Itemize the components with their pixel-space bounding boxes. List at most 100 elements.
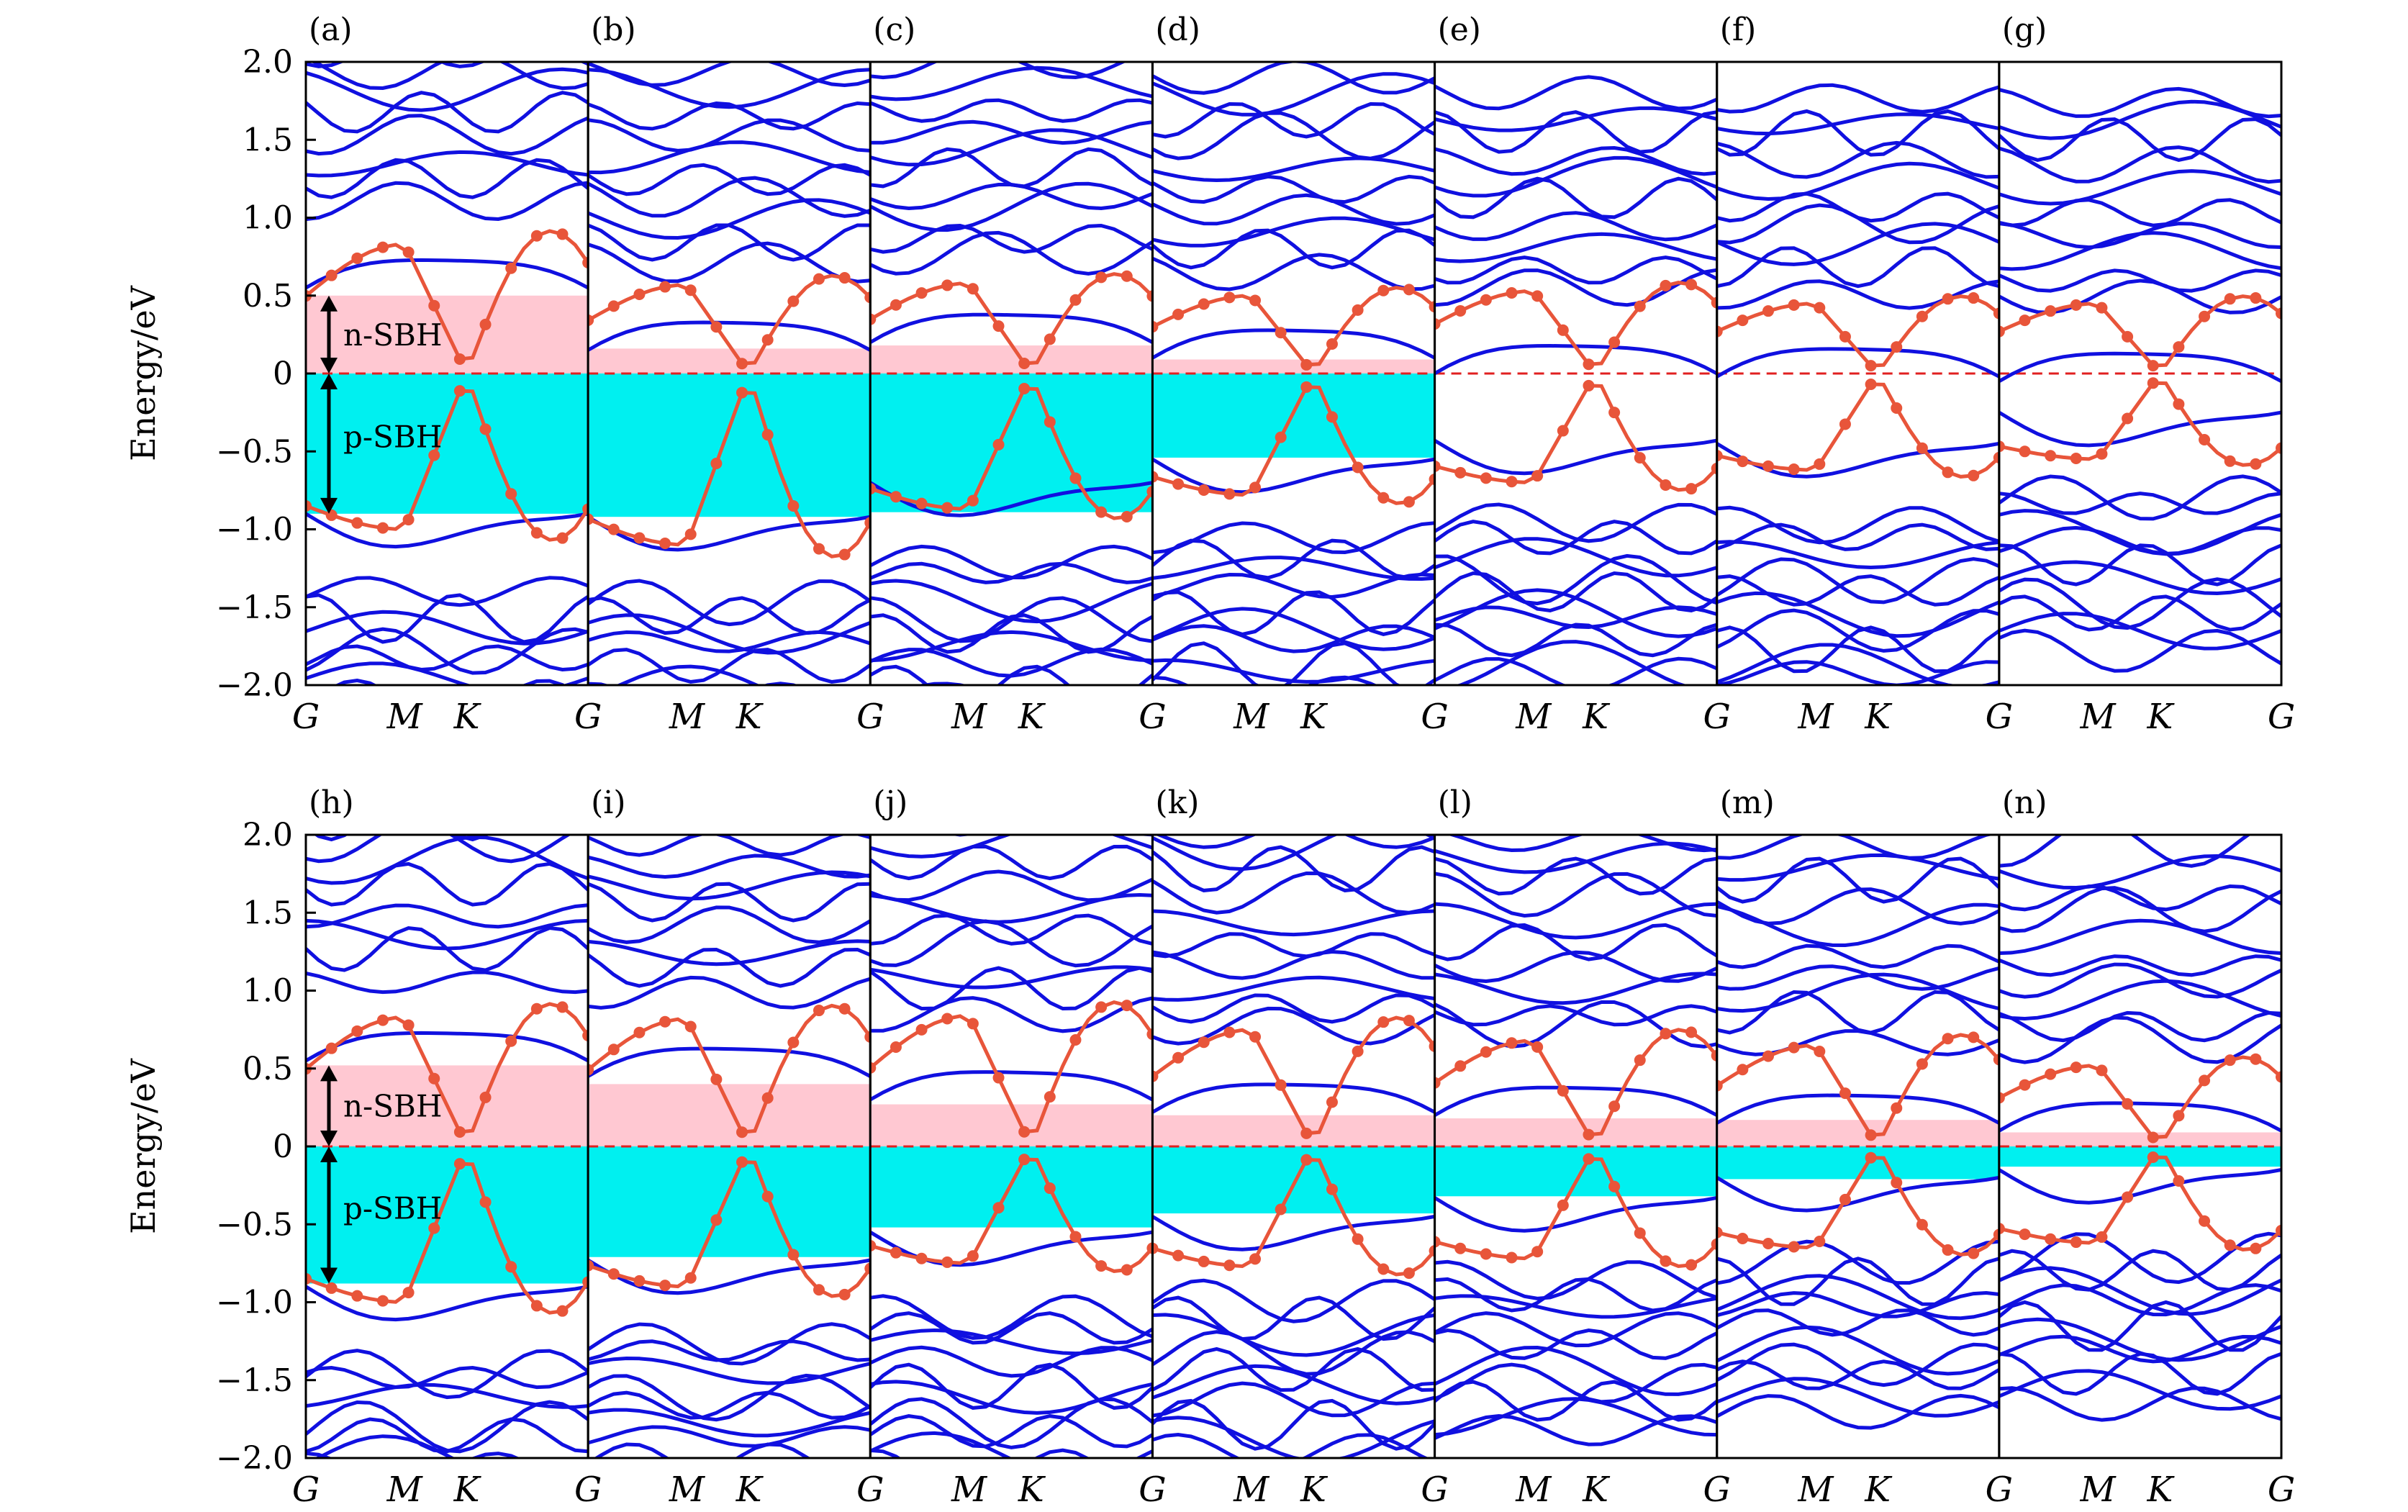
- dirac-band-marker: [1531, 470, 1544, 482]
- dirac-band-marker: [306, 1273, 312, 1285]
- dirac-band-marker: [1788, 1241, 1800, 1253]
- conduction-band: [1434, 872, 1717, 918]
- dirac-band-marker: [2276, 307, 2282, 320]
- dirac-lower-band: [1999, 1155, 2282, 1251]
- dirac-band-marker: [479, 1196, 492, 1208]
- dirac-upper-band: [1716, 294, 1999, 368]
- conduction-band: [1154, 835, 1435, 849]
- dirac-band-marker: [1814, 458, 1826, 470]
- dirac-band-marker: [1916, 1218, 1928, 1231]
- dirac-band-marker: [1198, 298, 1210, 310]
- dirac-band-marker: [1583, 379, 1595, 391]
- dirac-band-marker: [1172, 1051, 1185, 1064]
- kpath-label: M: [2080, 1470, 2117, 1508]
- dirac-band-marker: [1044, 416, 1056, 428]
- conduction-band: [1999, 222, 2282, 250]
- dirac-band-marker: [2147, 1131, 2159, 1144]
- dirac-band-marker: [1716, 325, 1723, 338]
- dirac-band-marker: [1999, 1223, 2005, 1235]
- kpath-label: G: [2268, 1470, 2295, 1508]
- panel-d: (d) M K G: [1151, 12, 1449, 737]
- conduction-band: [1716, 902, 1999, 948]
- valence-band: [1716, 608, 1999, 653]
- conduction-band: [1434, 923, 1717, 961]
- conduction-band: [306, 903, 589, 929]
- dirac-band-marker: [1172, 478, 1185, 490]
- dirac-band-marker: [684, 1272, 697, 1284]
- dirac-band-marker: [376, 241, 389, 253]
- dirac-band-marker: [941, 279, 954, 291]
- dirac-band-marker: [1095, 1001, 1108, 1013]
- conduction-band: [1999, 886, 2282, 933]
- valence-band: [1999, 543, 2282, 587]
- dirac-band-marker: [967, 283, 979, 295]
- dirac-band-marker: [1660, 279, 1672, 291]
- valence-band: [1434, 520, 1717, 556]
- panel-c: (c) M K G: [869, 12, 1167, 737]
- dirac-band-marker: [1403, 1015, 1415, 1027]
- conduction-band: [1434, 255, 1717, 285]
- valence-band: [1152, 1278, 1435, 1323]
- dirac-band-marker: [1968, 1247, 1980, 1259]
- dirac-band-marker: [376, 1014, 389, 1026]
- conduction-band: [306, 67, 589, 112]
- dirac-band-marker: [710, 1073, 723, 1085]
- dirac-band-marker: [1403, 496, 1415, 508]
- y-axis-label: Energy/eV: [124, 1058, 163, 1234]
- conduction-band: [1716, 835, 1996, 860]
- dirac-band-marker: [1891, 341, 1903, 353]
- valence-band: [1152, 607, 1435, 651]
- dirac-band-marker: [890, 1246, 902, 1259]
- panel-a: (a) G M K G: [292, 12, 602, 737]
- dirac-band-marker: [582, 503, 589, 515]
- valence-band: [870, 544, 1153, 579]
- conduction-band: [870, 119, 1153, 145]
- valence-band: [588, 1408, 871, 1438]
- dirac-band-marker: [787, 295, 800, 307]
- conduction-band: [306, 62, 589, 68]
- dirac-band-marker: [633, 532, 646, 544]
- panel-i: (i) M K G: [587, 784, 884, 1510]
- dirac-band-marker: [1608, 336, 1621, 348]
- valence-band: [1152, 1364, 1435, 1405]
- dirac-band-marker: [2070, 1061, 2082, 1074]
- kpath-label: K: [453, 1470, 482, 1508]
- kpath-label: K: [2146, 697, 2175, 737]
- conduction-band: [870, 919, 1153, 968]
- dirac-band-marker: [633, 1026, 646, 1038]
- dirac-lower-band: [1716, 382, 1999, 479]
- dirac-band-marker: [941, 502, 954, 514]
- conduction-band: [306, 91, 589, 134]
- dirac-band-marker: [1223, 1026, 1236, 1038]
- dirac-band-marker: [633, 1275, 646, 1287]
- n-sbh-arrowhead: [320, 358, 338, 374]
- dirac-band-marker: [1685, 1259, 1698, 1271]
- dirac-band-marker: [1788, 463, 1800, 476]
- conduction-band: [1152, 835, 1435, 872]
- valence-band: [314, 1434, 456, 1458]
- valence-band: [588, 1373, 871, 1422]
- valence-band: [1152, 457, 1435, 494]
- conduction-band: [1434, 902, 1717, 940]
- conduction-band: [309, 62, 589, 91]
- dirac-band-marker: [1608, 407, 1621, 419]
- dirac-band-marker: [813, 1284, 825, 1296]
- kpath-label: M: [951, 697, 988, 737]
- conduction-band: [1446, 835, 1717, 853]
- dirac-band-marker: [1403, 1267, 1415, 1280]
- dirac-band-marker: [556, 1001, 569, 1013]
- dirac-band-marker: [1454, 466, 1467, 479]
- dirac-band-marker: [1377, 284, 1390, 296]
- dirac-band-marker: [1300, 381, 1313, 393]
- dirac-band-marker: [1999, 325, 2005, 338]
- dirac-band-marker: [864, 517, 871, 529]
- dirac-band-marker: [1429, 474, 1435, 486]
- panel-h: (h) G M K G: [292, 784, 602, 1510]
- panel-plot-area: [306, 62, 589, 685]
- dirac-band-marker: [1634, 1054, 1646, 1067]
- conduction-band: [306, 181, 589, 222]
- valence-band: [870, 1362, 1153, 1410]
- dirac-band-marker: [813, 543, 825, 555]
- conduction-band: [588, 118, 871, 153]
- dirac-band-marker: [659, 538, 671, 550]
